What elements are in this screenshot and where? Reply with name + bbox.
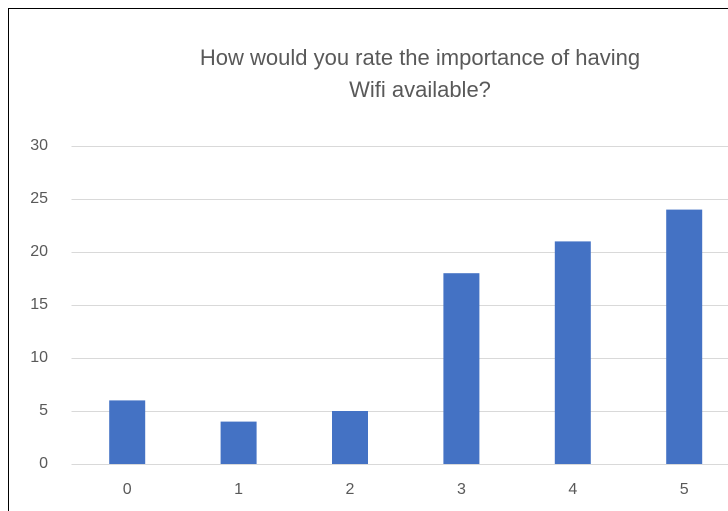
- x-tick-label: 5: [680, 481, 689, 498]
- chart-title: How would you rate the importance of hav…: [199, 45, 641, 102]
- bar: [443, 273, 480, 464]
- y-tick-label: 0: [39, 455, 48, 472]
- y-tick-label: 25: [30, 190, 48, 207]
- bar: [332, 411, 368, 464]
- bar: [554, 241, 591, 464]
- y-tick-label: 10: [30, 349, 48, 366]
- bar: [109, 400, 146, 464]
- x-tick-label: 2: [346, 481, 355, 498]
- y-tick-label: 20: [30, 243, 48, 260]
- x-tick-label: 3: [457, 481, 466, 498]
- x-tick-label: 0: [123, 481, 132, 498]
- x-tick-label: 1: [234, 481, 243, 498]
- x-tick-label: 4: [568, 481, 577, 498]
- y-tick-label: 5: [39, 402, 48, 419]
- bar: [220, 421, 257, 464]
- bar: [666, 209, 703, 464]
- y-tick-label: 30: [30, 137, 48, 154]
- y-tick-label: 15: [30, 296, 48, 313]
